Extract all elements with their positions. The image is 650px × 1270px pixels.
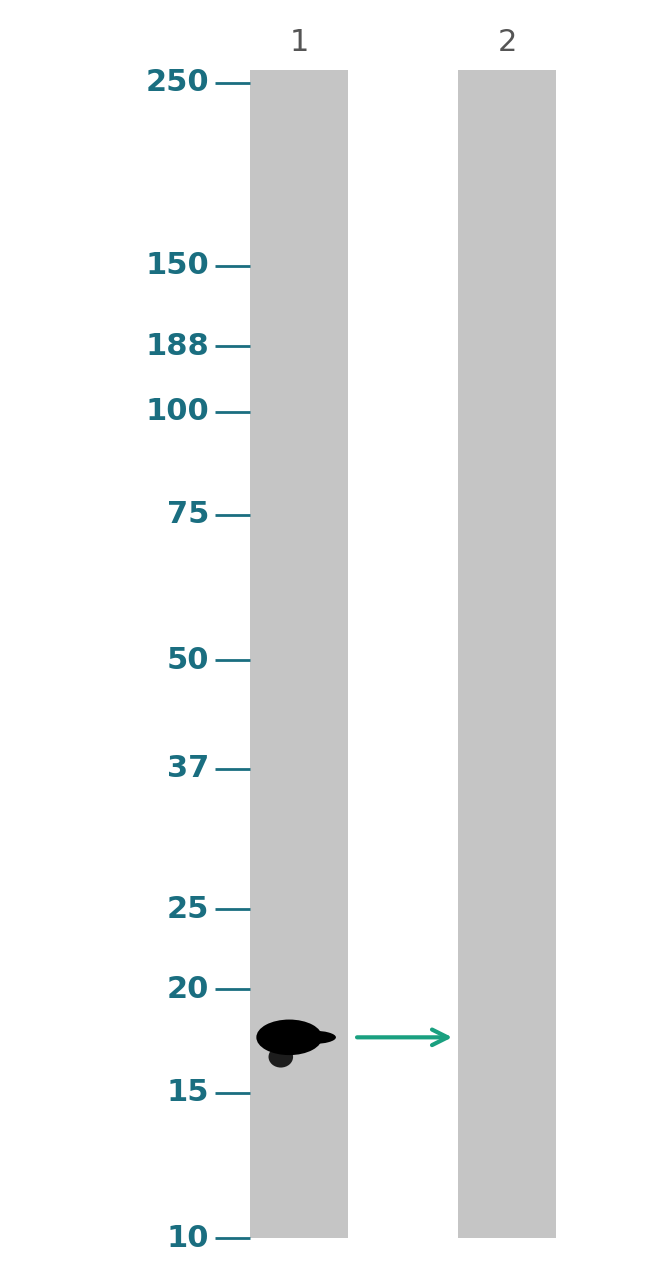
Text: 100: 100 <box>146 398 209 425</box>
Text: 50: 50 <box>167 646 209 674</box>
Text: 188: 188 <box>146 331 209 361</box>
Text: 25: 25 <box>167 895 209 923</box>
Bar <box>250 70 348 1238</box>
Text: 15: 15 <box>167 1078 209 1107</box>
Ellipse shape <box>256 1020 322 1055</box>
Ellipse shape <box>288 1030 336 1044</box>
Text: 20: 20 <box>167 975 209 1003</box>
Text: 2: 2 <box>497 28 517 57</box>
Ellipse shape <box>268 1046 293 1068</box>
Bar <box>458 70 556 1238</box>
Text: 150: 150 <box>146 251 209 281</box>
Text: 37: 37 <box>167 754 209 784</box>
Text: 10: 10 <box>167 1224 209 1252</box>
Text: 75: 75 <box>167 500 209 530</box>
Text: 1: 1 <box>289 28 309 57</box>
Text: 250: 250 <box>146 69 209 97</box>
